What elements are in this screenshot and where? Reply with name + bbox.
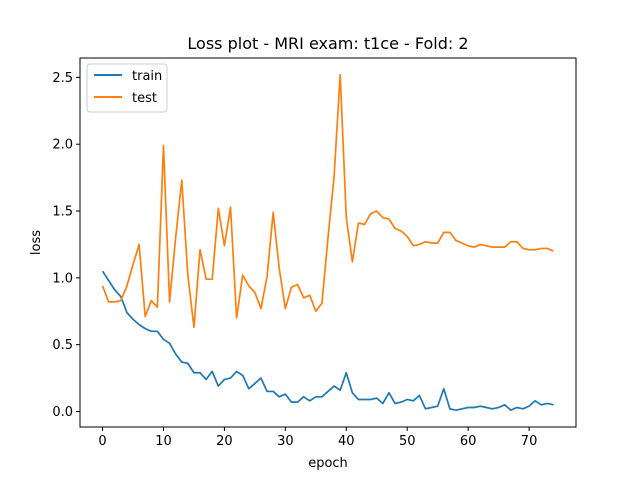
y-tick-label: 0.0 <box>52 405 73 420</box>
y-axis-label: loss <box>29 230 44 255</box>
series-line-train <box>101 270 554 412</box>
y-tick-label: 0.5 <box>52 338 73 353</box>
series-line-test <box>101 73 554 329</box>
x-tick-label: 60 <box>460 434 477 449</box>
x-tick-label: 10 <box>155 434 172 449</box>
x-tick-label: 30 <box>277 434 294 449</box>
legend-train-label: train <box>132 69 162 84</box>
x-tick-label: 70 <box>521 434 538 449</box>
plot-frame <box>79 57 577 428</box>
x-axis-label: epoch <box>308 456 348 471</box>
series-lines <box>101 73 554 412</box>
x-tick-label: 0 <box>98 434 106 449</box>
y-tick-label: 1.0 <box>52 271 73 286</box>
y-axis: 0.0 0.5 1.0 1.5 2.0 2.5 <box>52 71 80 420</box>
y-tick-label: 1.5 <box>52 205 73 220</box>
y-tick-label: 2.0 <box>52 138 73 153</box>
x-tick-label: 20 <box>216 434 233 449</box>
legend-test-label: test <box>132 91 157 106</box>
x-axis: 0 10 20 30 40 50 60 70 <box>98 427 537 449</box>
y-tick-label: 2.5 <box>52 71 73 86</box>
x-tick-label: 50 <box>399 434 416 449</box>
plot-area <box>79 57 577 428</box>
legend: train test <box>86 63 168 113</box>
chart-title: Loss plot - MRI exam: t1ce - Fold: 2 <box>187 34 468 53</box>
x-tick-label: 40 <box>338 434 355 449</box>
